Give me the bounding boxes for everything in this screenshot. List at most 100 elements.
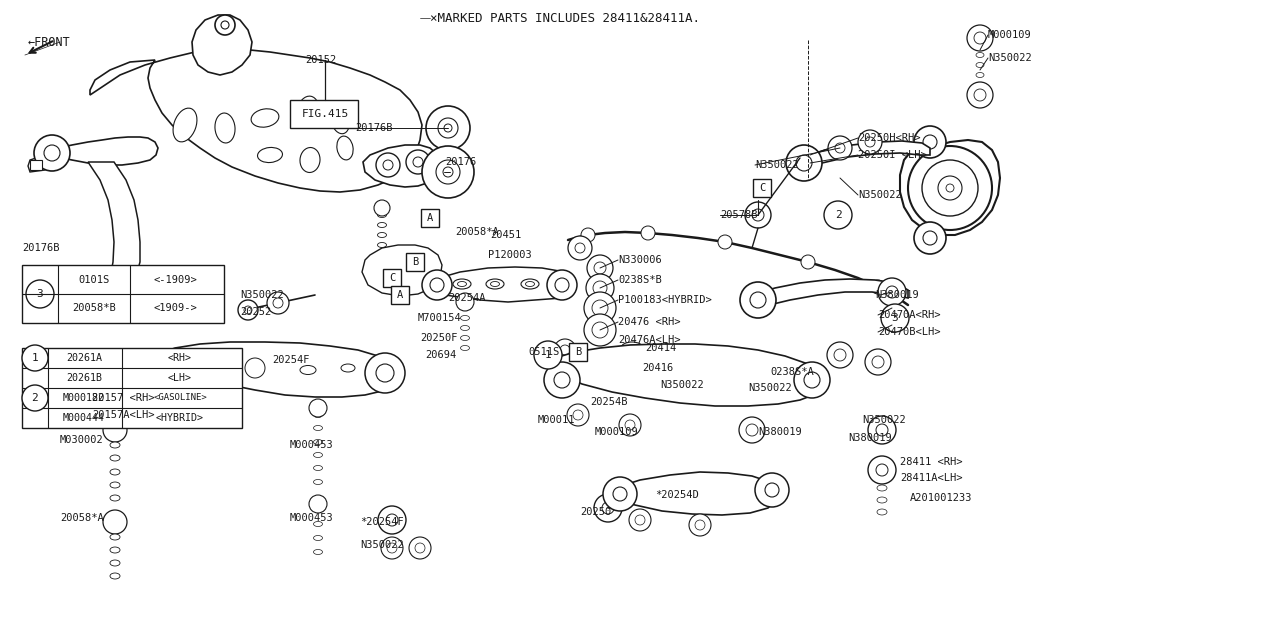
Text: A201001233: A201001233 bbox=[910, 493, 973, 503]
Ellipse shape bbox=[314, 440, 323, 445]
Ellipse shape bbox=[330, 106, 349, 134]
Circle shape bbox=[378, 506, 406, 534]
Ellipse shape bbox=[110, 573, 120, 579]
Text: M030002: M030002 bbox=[60, 435, 104, 445]
Circle shape bbox=[387, 514, 398, 526]
Circle shape bbox=[748, 363, 772, 387]
Circle shape bbox=[650, 380, 660, 390]
Bar bbox=[570, 343, 588, 361]
Text: FIG.415: FIG.415 bbox=[301, 109, 348, 119]
Ellipse shape bbox=[378, 232, 387, 237]
Ellipse shape bbox=[110, 534, 120, 540]
Text: A: A bbox=[397, 290, 403, 300]
Circle shape bbox=[620, 414, 641, 436]
Polygon shape bbox=[748, 279, 908, 308]
Circle shape bbox=[923, 135, 937, 149]
Circle shape bbox=[746, 424, 758, 436]
Circle shape bbox=[613, 487, 627, 501]
Text: 20058*B: 20058*B bbox=[72, 303, 116, 313]
Text: B: B bbox=[412, 257, 419, 267]
Text: 20176B: 20176B bbox=[355, 123, 393, 133]
Text: 0511S: 0511S bbox=[529, 347, 559, 357]
Polygon shape bbox=[88, 162, 140, 295]
Circle shape bbox=[865, 137, 876, 147]
Text: 20157A<LH>: 20157A<LH> bbox=[92, 410, 155, 420]
Circle shape bbox=[456, 293, 474, 311]
Circle shape bbox=[584, 292, 616, 324]
Circle shape bbox=[593, 281, 607, 295]
Circle shape bbox=[308, 495, 326, 513]
Circle shape bbox=[695, 520, 705, 530]
Text: 3: 3 bbox=[892, 313, 899, 323]
Text: N350022: N350022 bbox=[988, 53, 1032, 63]
Text: B: B bbox=[575, 347, 581, 357]
Ellipse shape bbox=[110, 482, 120, 488]
Circle shape bbox=[966, 25, 993, 51]
Text: 20416: 20416 bbox=[643, 363, 673, 373]
Circle shape bbox=[726, 378, 750, 402]
Text: 2: 2 bbox=[835, 210, 841, 220]
Ellipse shape bbox=[626, 345, 637, 351]
Polygon shape bbox=[155, 342, 396, 397]
Circle shape bbox=[718, 235, 732, 249]
Text: M000109: M000109 bbox=[595, 427, 639, 437]
Text: 20252: 20252 bbox=[241, 307, 271, 317]
Circle shape bbox=[26, 280, 54, 308]
Polygon shape bbox=[45, 137, 157, 165]
Text: 20578B: 20578B bbox=[719, 210, 758, 220]
Text: M700154: M700154 bbox=[419, 313, 462, 323]
Bar bbox=[383, 269, 401, 287]
Text: <HYBRID>: <HYBRID> bbox=[156, 413, 204, 423]
Circle shape bbox=[689, 514, 710, 536]
Circle shape bbox=[824, 201, 852, 229]
Bar bbox=[421, 209, 439, 227]
Ellipse shape bbox=[314, 452, 323, 458]
Text: 1: 1 bbox=[544, 350, 552, 360]
Polygon shape bbox=[28, 155, 45, 172]
Circle shape bbox=[739, 417, 765, 443]
Circle shape bbox=[765, 483, 780, 497]
Circle shape bbox=[444, 124, 452, 132]
Ellipse shape bbox=[877, 485, 887, 491]
Ellipse shape bbox=[621, 342, 643, 354]
Ellipse shape bbox=[314, 479, 323, 484]
Ellipse shape bbox=[314, 508, 323, 513]
Circle shape bbox=[745, 202, 771, 228]
Circle shape bbox=[801, 255, 815, 269]
Ellipse shape bbox=[314, 536, 323, 541]
Ellipse shape bbox=[378, 212, 387, 218]
Circle shape bbox=[881, 304, 909, 332]
Circle shape bbox=[602, 502, 614, 514]
Bar bbox=[29, 160, 42, 170]
Text: <-1909>: <-1909> bbox=[154, 275, 197, 285]
Text: 20261B: 20261B bbox=[67, 373, 102, 383]
Ellipse shape bbox=[314, 426, 323, 431]
Circle shape bbox=[406, 150, 430, 174]
Circle shape bbox=[835, 143, 845, 153]
Circle shape bbox=[974, 32, 986, 44]
Circle shape bbox=[938, 176, 963, 200]
Text: <RH>: <RH> bbox=[168, 353, 192, 363]
Circle shape bbox=[544, 362, 580, 398]
Text: 20414: 20414 bbox=[645, 343, 676, 353]
Circle shape bbox=[870, 280, 884, 294]
Ellipse shape bbox=[461, 326, 470, 330]
Ellipse shape bbox=[314, 522, 323, 527]
Circle shape bbox=[376, 364, 394, 382]
Ellipse shape bbox=[490, 282, 499, 287]
Text: 20058*A: 20058*A bbox=[60, 513, 104, 523]
Circle shape bbox=[886, 286, 899, 298]
Ellipse shape bbox=[110, 469, 120, 475]
Circle shape bbox=[244, 306, 252, 314]
Circle shape bbox=[635, 515, 645, 525]
Polygon shape bbox=[362, 245, 442, 296]
Circle shape bbox=[796, 155, 812, 171]
Ellipse shape bbox=[453, 279, 471, 289]
Polygon shape bbox=[796, 141, 931, 170]
Ellipse shape bbox=[215, 113, 236, 143]
Text: N350022: N350022 bbox=[748, 383, 792, 393]
Ellipse shape bbox=[110, 560, 120, 566]
Ellipse shape bbox=[877, 509, 887, 515]
Text: 3: 3 bbox=[37, 289, 44, 299]
Polygon shape bbox=[90, 50, 422, 192]
